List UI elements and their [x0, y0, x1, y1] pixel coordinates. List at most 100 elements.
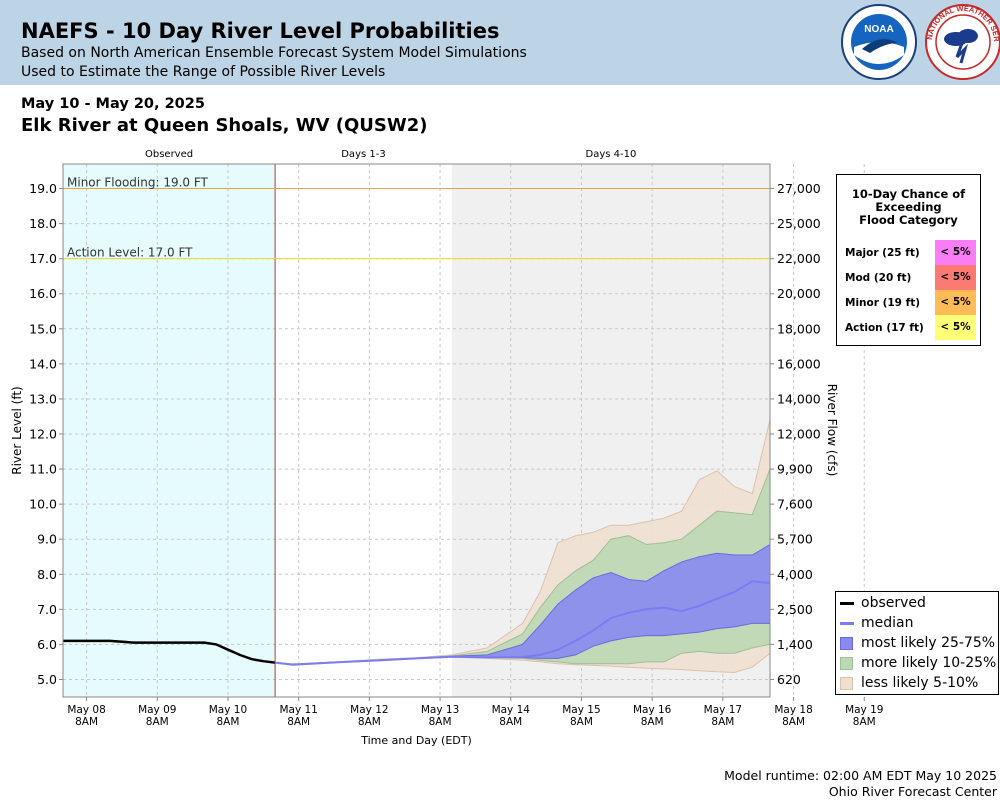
x-tick-label: May 11	[279, 704, 317, 716]
axes: 5.0 6.0 7.0 8.0 9.0 10.0 11.0 12.0 13.0 14.0 15.0 1…	[29, 163, 883, 728]
x-tick-label: May 14	[492, 704, 531, 716]
y-axis-label: River Level (ft)	[10, 386, 24, 474]
nws-logo[interactable]: NATIONAL WEATHER SERVICE	[924, 3, 1000, 81]
legend-label: median	[861, 615, 914, 631]
y-tick-label: 8.0	[37, 567, 57, 582]
flow-tick-label: 2,500	[777, 602, 813, 617]
y-axis-label-right: River Flow (cfs)	[825, 384, 839, 477]
x-tick-label: May 17	[704, 704, 742, 716]
legend-swatch-observed	[840, 601, 854, 605]
flow-tick-label: 27,000	[777, 181, 821, 196]
flood-row-moderate: Mod (20 ft) < 5%	[845, 265, 976, 290]
y-tick-label: 9.0	[37, 532, 57, 547]
flow-tick-label: 18,000	[777, 321, 821, 336]
flood-row-value: < 5%	[935, 315, 976, 340]
x-tick-label: May 13	[421, 704, 459, 716]
flood-row-label: Mod (20 ft)	[845, 272, 912, 284]
period-label: Days 1-3	[341, 149, 385, 160]
noaa-logo[interactable]: NOAA	[840, 3, 918, 81]
flood-table-title: 10-Day Chance of Exceeding Flood Categor…	[837, 188, 980, 227]
y-tick-label: 17.0	[29, 251, 57, 266]
legend-swatch-10-25	[840, 656, 853, 670]
y-tick-label: 15.0	[29, 321, 57, 336]
model-runtime: Model runtime: 02:00 AM EDT May 10 2025	[724, 768, 997, 783]
period-label: Observed	[145, 149, 193, 160]
threshold-label: Action Level: 17.0 FT	[67, 246, 193, 260]
flow-tick-label: 4,000	[777, 567, 813, 582]
y-tick-label: 13.0	[29, 391, 57, 406]
legend-swatch-median	[840, 621, 854, 625]
flood-title-line: 10-Day Chance of	[851, 187, 966, 201]
date-range: May 10 - May 20, 2025	[21, 96, 205, 112]
x-tick-label: 8AM	[216, 716, 239, 728]
flow-tick-label: 12,000	[777, 427, 821, 442]
x-axis-label: Time and Day (EDT)	[360, 734, 472, 747]
legend-item-10-25: more likely 10-25%	[840, 653, 996, 673]
flow-tick-label: 22,000	[777, 251, 821, 266]
y-tick-label: 11.0	[29, 462, 57, 477]
flow-tick-label: 1,400	[777, 637, 813, 652]
legend-item-median: median	[840, 613, 913, 633]
y-tick-label: 12.0	[29, 427, 57, 442]
observed-region	[63, 164, 276, 697]
flood-row-label: Major (25 ft)	[845, 247, 920, 259]
flood-category-table: 10-Day Chance of Exceeding Flood Categor…	[836, 174, 981, 346]
flood-row-action: Action (17 ft) < 5%	[845, 315, 976, 340]
legend-item-observed: observed	[840, 593, 926, 613]
period-labels: Observed Days 1-3 Days 4-10	[145, 149, 636, 160]
plot-border	[62, 163, 771, 698]
x-tick-label: May 12	[350, 704, 388, 716]
flood-row-value: < 5%	[935, 240, 976, 265]
x-tick-label: 8AM	[499, 716, 522, 728]
flood-title-line: Flood Category	[859, 213, 958, 227]
page-subtitle-1: Based on North American Ensemble Forecas…	[21, 45, 527, 61]
legend-label: most likely 25-75%	[861, 635, 996, 651]
y-tick-label: 16.0	[29, 286, 57, 301]
x-tick-label: 8AM	[711, 716, 734, 728]
x-tick-label: 8AM	[782, 716, 805, 728]
legend-label: more likely 10-25%	[861, 655, 997, 671]
x-tick-label: May 09	[138, 704, 176, 716]
flow-tick-label: 14,000	[777, 391, 821, 406]
x-tick-label: 8AM	[287, 716, 310, 728]
period-label: Days 4-10	[586, 149, 637, 160]
flow-tick-label: 25,000	[777, 216, 821, 231]
y-tick-label: 14.0	[29, 356, 57, 371]
y-tick-label: 10.0	[29, 497, 57, 512]
x-tick-label: 8AM	[853, 716, 876, 728]
legend-swatch-5-10	[840, 676, 853, 690]
threshold-label: Minor Flooding: 19.0 FT	[67, 176, 209, 190]
flood-title-line: Exceeding	[875, 200, 942, 214]
x-tick-label: 8AM	[358, 716, 381, 728]
x-tick-label: May 08	[67, 704, 105, 716]
observed-line	[63, 639, 276, 664]
legend-item-25-75: most likely 25-75%	[840, 633, 995, 653]
flow-tick-label: 620	[777, 672, 801, 687]
flood-row-value: < 5%	[935, 265, 976, 290]
legend-label: less likely 5-10%	[861, 675, 979, 691]
x-tick-label: May 15	[562, 704, 600, 716]
flood-row-label: Minor (19 ft)	[845, 297, 921, 309]
noaa-logo-text: NOAA	[864, 24, 893, 35]
flood-row-value: < 5%	[935, 290, 976, 315]
flow-tick-label: 9,900	[777, 462, 813, 477]
flood-row-label: Action (17 ft)	[845, 322, 924, 334]
x-tick-label: 8AM	[146, 716, 169, 728]
series-lines	[63, 164, 771, 697]
y-tick-label: 6.0	[37, 637, 57, 652]
x-tick-label: May 10	[209, 704, 247, 716]
y-tick-label: 18.0	[29, 216, 57, 231]
legend-label: observed	[861, 595, 926, 611]
flood-row-major: Major (25 ft) < 5%	[845, 240, 976, 265]
y-tick-label: 7.0	[37, 602, 57, 617]
flow-tick-label: 16,000	[777, 356, 821, 371]
legend-item-5-10: less likely 5-10%	[840, 673, 978, 693]
legend-swatch-25-75	[840, 636, 853, 650]
x-tick-label: May 18	[774, 704, 812, 716]
flood-row-minor: Minor (19 ft) < 5%	[845, 290, 976, 315]
chart-legend: observed median most likely 25-75% more …	[835, 591, 999, 695]
page-subtitle-2: Used to Estimate the Range of Possible R…	[21, 64, 386, 80]
y-tick-label: 19.0	[29, 181, 57, 196]
flow-tick-label: 5,700	[777, 532, 813, 547]
